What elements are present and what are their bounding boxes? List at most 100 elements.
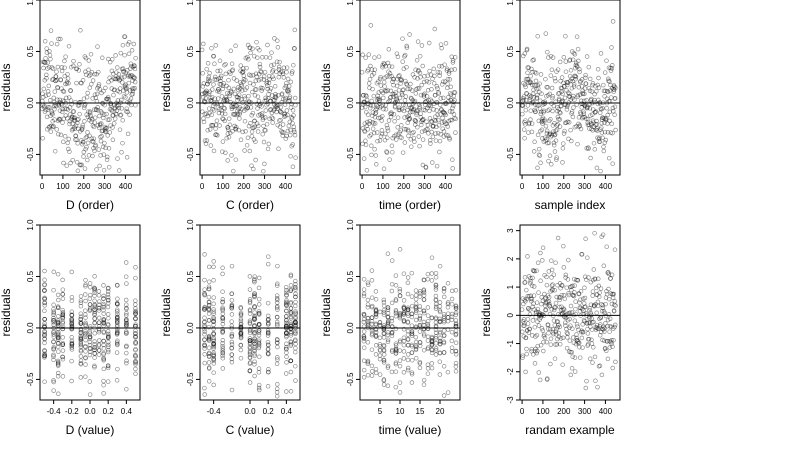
data-point (363, 55, 368, 60)
data-point (92, 351, 97, 356)
data-point (546, 299, 552, 304)
data-point (524, 47, 530, 53)
data-point (385, 88, 390, 93)
data-point (106, 79, 111, 85)
data-point (70, 157, 75, 163)
data-point (582, 295, 588, 301)
data-point (548, 53, 554, 59)
data-point (49, 110, 55, 116)
data-point (359, 69, 365, 75)
data-point (220, 297, 226, 302)
data-point (433, 324, 439, 330)
data-point (202, 304, 207, 310)
data-point (225, 90, 230, 96)
data-point (213, 122, 219, 128)
data-point (599, 117, 605, 122)
data-point (441, 134, 447, 139)
data-point (87, 133, 92, 139)
data-point (67, 121, 72, 127)
data-point (369, 321, 375, 327)
data-point (576, 85, 582, 90)
data-point (56, 305, 61, 310)
data-point (216, 86, 221, 92)
data-point (293, 311, 298, 317)
data-point (69, 338, 75, 344)
data-point (590, 82, 595, 88)
data-point (567, 316, 572, 322)
data-point (417, 289, 423, 294)
data-point (365, 322, 371, 327)
data-point (437, 319, 443, 325)
data-point (544, 137, 549, 142)
data-point (206, 76, 211, 82)
data-point (427, 138, 433, 143)
data-point (567, 338, 573, 343)
data-point (452, 90, 458, 95)
data-point (114, 70, 119, 75)
data-point (92, 347, 97, 352)
data-point (532, 348, 538, 354)
data-point (274, 104, 279, 110)
data-point (568, 350, 573, 355)
data-point (429, 315, 435, 321)
data-point (594, 165, 600, 171)
data-point (229, 291, 234, 296)
data-point (87, 342, 93, 348)
data-point (114, 282, 120, 288)
data-point (397, 293, 403, 299)
data-point (545, 293, 551, 298)
data-point (605, 270, 610, 275)
data-point (202, 337, 207, 343)
data-point (201, 119, 207, 125)
data-point (256, 308, 262, 314)
data-point (207, 70, 212, 76)
data-point (425, 122, 431, 128)
data-point (445, 124, 450, 129)
data-point (60, 319, 66, 325)
data-point (288, 333, 294, 338)
data-point (206, 294, 212, 300)
data-point (438, 132, 443, 137)
data-point (126, 39, 132, 45)
data-point (229, 90, 234, 95)
data-point (96, 305, 102, 311)
data-point (51, 103, 57, 109)
data-point (548, 117, 553, 122)
data-point (588, 310, 593, 316)
data-point (92, 316, 97, 321)
data-point (42, 282, 47, 288)
data-point (235, 98, 240, 103)
data-point (288, 341, 294, 347)
data-point (259, 111, 265, 116)
data-point (283, 95, 288, 101)
data-point (557, 297, 562, 303)
data-point (44, 50, 50, 55)
data-point (584, 378, 589, 384)
data-point (238, 335, 244, 341)
data-point (60, 326, 65, 332)
data-point (425, 321, 431, 327)
data-point (588, 113, 593, 118)
data-point (78, 319, 83, 325)
data-point (596, 139, 602, 145)
data-point (238, 316, 244, 322)
data-point (605, 89, 611, 95)
data-point (375, 96, 381, 101)
data-point (564, 312, 569, 317)
data-point (42, 348, 47, 353)
data-point (40, 59, 46, 65)
data-point (409, 303, 415, 309)
data-point (284, 133, 289, 139)
data-point (81, 139, 86, 145)
data-point (433, 306, 439, 311)
data-point (283, 346, 289, 352)
data-point (52, 106, 57, 112)
data-point (530, 275, 535, 281)
data-point (417, 313, 423, 319)
data-point (238, 310, 244, 316)
data-point (598, 106, 604, 111)
data-point (595, 101, 601, 107)
data-point (429, 350, 435, 356)
data-point (607, 316, 613, 322)
data-point (256, 385, 262, 391)
